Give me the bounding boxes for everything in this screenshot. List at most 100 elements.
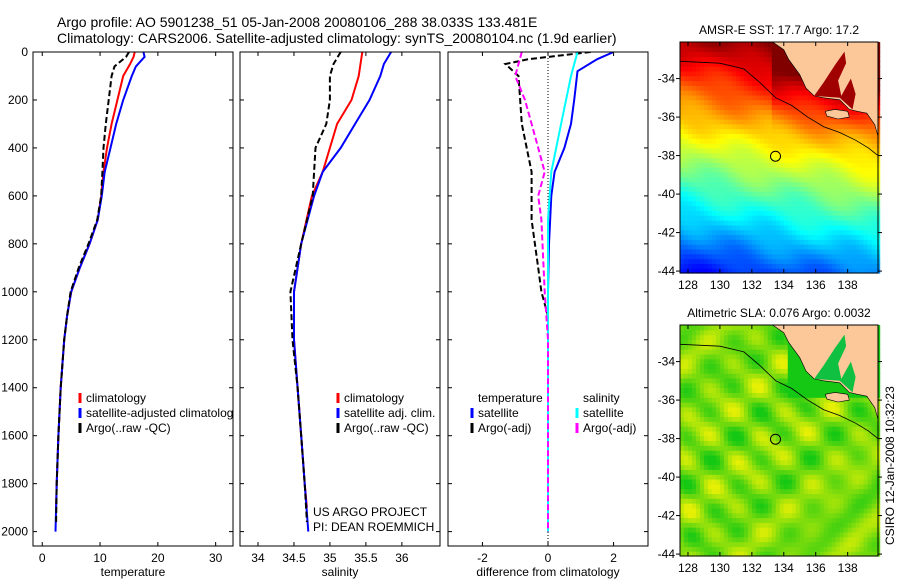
heatmap-cell	[760, 158, 765, 163]
heatmap-cell	[716, 330, 721, 335]
heatmap-cell	[828, 489, 833, 494]
heatmap-cell	[784, 498, 789, 503]
heatmap-cell	[732, 215, 737, 220]
heatmap-cell	[796, 210, 801, 215]
heatmap-cell	[804, 105, 809, 110]
heatmap-cell	[872, 129, 877, 134]
heatmap-cell	[712, 81, 717, 86]
heatmap-cell	[828, 537, 833, 542]
heatmap-cell	[732, 220, 737, 225]
heatmap-cell	[680, 206, 685, 211]
heatmap-cell	[688, 162, 693, 167]
heatmap-cell	[824, 450, 829, 455]
heatmap-cell	[732, 412, 737, 417]
heatmap-cell	[700, 388, 705, 393]
y-tick-label: -40	[658, 187, 676, 201]
heatmap-cell	[700, 407, 705, 412]
heatmap-cell	[732, 373, 737, 378]
heatmap-cell	[796, 469, 801, 474]
heatmap-cell	[796, 220, 801, 225]
heatmap-cell	[716, 196, 721, 201]
heatmap-cell	[724, 479, 729, 484]
heatmap-cell	[740, 133, 745, 138]
heatmap-cell	[728, 383, 733, 388]
heatmap-cell	[848, 445, 853, 450]
heatmap-cell	[816, 239, 821, 244]
heatmap-cell	[708, 479, 713, 484]
heatmap-cell	[808, 378, 813, 383]
heatmap-cell	[724, 249, 729, 254]
heatmap-cell	[692, 383, 697, 388]
heatmap-cell	[708, 167, 713, 172]
heatmap-cell	[736, 407, 741, 412]
heatmap-cell	[780, 85, 785, 90]
heatmap-cell	[780, 359, 785, 364]
heatmap-cell	[780, 95, 785, 100]
heatmap-cell	[744, 249, 749, 254]
heatmap-cell	[728, 484, 733, 489]
heatmap-cell	[756, 66, 761, 71]
heatmap-cell	[760, 378, 765, 383]
heatmap-cell	[728, 489, 733, 494]
heatmap-cell	[812, 201, 817, 206]
heatmap-cell	[764, 114, 769, 119]
heatmap-cell	[720, 508, 725, 513]
heatmap-cell	[848, 518, 853, 523]
heatmap-cell	[812, 191, 817, 196]
heatmap-cell	[736, 129, 741, 134]
heatmap-cell	[816, 546, 821, 551]
heatmap-cell	[708, 66, 713, 71]
heatmap-cell	[868, 484, 873, 489]
heatmap-cell	[716, 235, 721, 240]
heatmap-cell	[740, 76, 745, 81]
heatmap-cell	[744, 383, 749, 388]
heatmap-cell	[872, 503, 877, 508]
heatmap-cell	[716, 191, 721, 196]
heatmap-cell	[864, 522, 869, 527]
heatmap-cell	[764, 56, 769, 61]
heatmap-cell	[808, 105, 813, 110]
heatmap-cell	[816, 129, 821, 134]
heatmap-cell	[804, 460, 809, 465]
heatmap-cell	[764, 441, 769, 446]
heatmap-cell	[760, 66, 765, 71]
heatmap-cell	[744, 206, 749, 211]
heatmap-cell	[816, 230, 821, 235]
heatmap-cell	[728, 532, 733, 537]
heatmap-cell	[724, 489, 729, 494]
heatmap-cell	[788, 397, 793, 402]
heatmap-cell	[772, 383, 777, 388]
heatmap-cell	[688, 100, 693, 105]
heatmap-cell	[680, 249, 685, 254]
heatmap-cell	[780, 469, 785, 474]
heatmap-cell	[824, 498, 829, 503]
heatmap-cell	[860, 397, 865, 402]
heatmap-cell	[868, 254, 873, 259]
heatmap-cell	[772, 397, 777, 402]
heatmap-cell	[864, 503, 869, 508]
heatmap-cell	[728, 114, 733, 119]
heatmap-cell	[772, 542, 777, 547]
heatmap-cell	[836, 100, 841, 105]
heatmap-cell	[860, 546, 865, 551]
heatmap-cell	[732, 71, 737, 76]
heatmap-cell	[692, 105, 697, 110]
heatmap-cell	[780, 392, 785, 397]
heatmap-cell	[708, 42, 713, 47]
heatmap-cell	[776, 90, 781, 95]
heatmap-cell	[728, 325, 733, 330]
heatmap-cell	[732, 465, 737, 470]
heatmap-cell	[768, 508, 773, 513]
heatmap-cell	[848, 215, 853, 220]
heatmap-cell	[776, 100, 781, 105]
heatmap-cell	[860, 133, 865, 138]
heatmap-cell	[840, 426, 845, 431]
heatmap-cell	[780, 522, 785, 527]
heatmap-cell	[692, 52, 697, 57]
heatmap-cell	[804, 158, 809, 163]
heatmap-cell	[724, 450, 729, 455]
heatmap-cell	[828, 133, 833, 138]
heatmap-cell	[744, 100, 749, 105]
heatmap-cell	[680, 109, 685, 114]
heatmap-cell	[688, 339, 693, 344]
